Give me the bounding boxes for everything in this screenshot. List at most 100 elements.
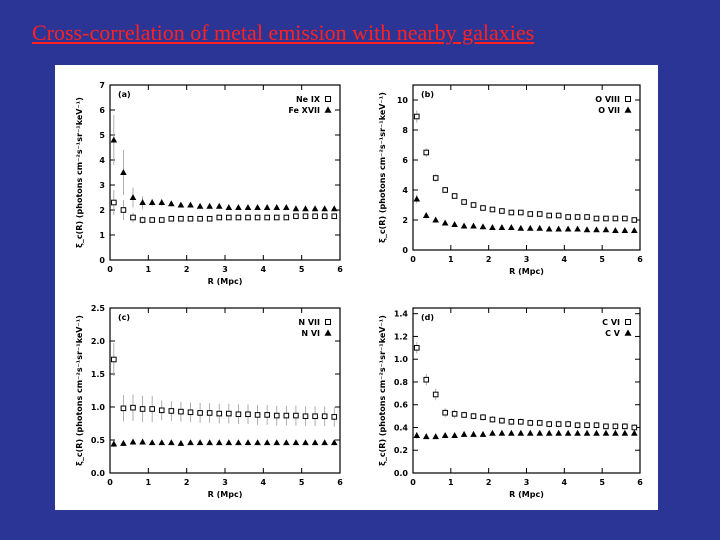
- data-point-square: [527, 211, 534, 217]
- data-point-square: [302, 413, 309, 420]
- data-point-square: [470, 413, 477, 419]
- data-point-square: [235, 411, 242, 418]
- data-point-triangle: [292, 439, 300, 446]
- data-point-triangle: [187, 201, 194, 208]
- data-point-triangle: [489, 429, 496, 436]
- legend-square-marker: [625, 96, 631, 102]
- data-point-triangle: [148, 439, 156, 446]
- data-point-triangle: [413, 195, 421, 202]
- data-point-triangle: [593, 429, 600, 436]
- data-point-triangle: [413, 432, 421, 438]
- y-tick-label: 0.0: [91, 469, 106, 478]
- x-tick-label: 1: [448, 478, 454, 487]
- data-point-square: [584, 214, 590, 220]
- x-tick-label: 2: [486, 478, 492, 487]
- data-point-triangle: [254, 204, 261, 211]
- data-point-square: [187, 215, 194, 222]
- data-point-square: [612, 215, 619, 222]
- data-point-triangle: [422, 212, 430, 219]
- x-tick-label: 0: [410, 255, 416, 264]
- data-point-square: [527, 420, 534, 426]
- slide-title: Cross-correlation of metal emission with…: [32, 20, 535, 45]
- data-point-triangle: [526, 429, 534, 436]
- data-point-triangle: [432, 433, 440, 440]
- data-point-triangle: [225, 439, 233, 446]
- data-point-square: [149, 406, 155, 412]
- data-point-square: [273, 412, 280, 419]
- data-point-triangle: [187, 439, 194, 446]
- data-point-triangle: [451, 221, 458, 228]
- data-point-triangle: [158, 439, 166, 446]
- y-tick-label: 0.0: [394, 469, 409, 478]
- data-point-triangle: [206, 439, 213, 446]
- data-point-triangle: [574, 225, 581, 232]
- data-point-square: [480, 205, 486, 211]
- data-point-triangle: [621, 227, 629, 234]
- data-point-square: [168, 408, 175, 414]
- x-tick-label: 4: [261, 265, 267, 274]
- data-point-square: [254, 214, 261, 221]
- data-point-square: [461, 199, 467, 205]
- data-point-triangle: [564, 225, 572, 232]
- data-point-triangle: [536, 224, 544, 231]
- data-point-triangle: [330, 205, 338, 212]
- data-point-square: [451, 411, 458, 417]
- y-tick-label: 5: [99, 131, 105, 140]
- legend-label: Ne IX: [296, 95, 321, 104]
- y-tick-label: 0.8: [394, 378, 409, 387]
- data-point-triangle: [129, 438, 137, 445]
- y-tick-label: 1: [99, 231, 105, 240]
- data-point-triangle: [536, 429, 544, 436]
- legend-triangle-marker: [624, 106, 632, 113]
- data-point-triangle: [110, 136, 118, 143]
- data-point-square: [499, 208, 505, 214]
- data-point-triangle: [215, 439, 223, 446]
- data-point-square: [432, 391, 439, 398]
- data-point-square: [293, 412, 299, 419]
- data-point-triangle: [273, 439, 281, 446]
- data-point-triangle: [612, 429, 619, 436]
- y-axis-label: ξ_c(R) (photons cm⁻²s⁻¹sr⁻¹keV⁻¹): [378, 92, 387, 243]
- data-point-triangle: [545, 225, 553, 232]
- legend-label: O VII: [598, 106, 620, 115]
- data-point-triangle: [321, 439, 328, 446]
- data-point-square: [413, 345, 420, 351]
- legend-label: O VIII: [595, 95, 620, 104]
- data-point-square: [264, 412, 270, 418]
- data-point-triangle: [564, 429, 572, 436]
- x-tick-label: 5: [299, 478, 305, 487]
- data-point-square: [574, 214, 581, 220]
- y-tick-label: 1.5: [91, 370, 106, 379]
- x-tick-label: 4: [562, 478, 568, 487]
- data-point-triangle: [593, 226, 600, 233]
- y-tick-label: 2: [99, 206, 105, 215]
- x-axis-label: R (Mpc): [208, 490, 243, 499]
- data-point-triangle: [120, 439, 127, 446]
- data-point-triangle: [460, 222, 468, 229]
- data-point-square: [130, 404, 136, 411]
- data-point-triangle: [432, 216, 440, 223]
- y-tick-label: 1.2: [394, 332, 408, 341]
- data-point-square: [518, 418, 524, 425]
- data-point-square: [593, 422, 600, 429]
- y-tick-label: 4: [402, 186, 408, 195]
- data-point-triangle: [498, 224, 506, 231]
- x-tick-label: 2: [184, 265, 190, 274]
- data-point-square: [216, 214, 223, 221]
- y-tick-label: 6: [99, 106, 105, 115]
- data-point-square: [432, 175, 439, 181]
- data-point-triangle: [631, 227, 638, 234]
- x-axis-label: R (Mpc): [509, 490, 544, 499]
- data-point-triangle: [583, 429, 591, 436]
- data-point-square: [216, 410, 223, 417]
- x-tick-label: 6: [637, 255, 643, 264]
- y-tick-label: 2.5: [91, 304, 106, 313]
- data-point-square: [584, 422, 590, 429]
- data-point-triangle: [602, 226, 610, 233]
- data-point-triangle: [168, 439, 175, 446]
- y-tick-label: 0.6: [394, 401, 409, 410]
- data-point-square: [442, 409, 448, 416]
- data-point-square: [187, 409, 194, 416]
- panel-label: (c): [118, 313, 130, 322]
- data-point-triangle: [235, 439, 242, 446]
